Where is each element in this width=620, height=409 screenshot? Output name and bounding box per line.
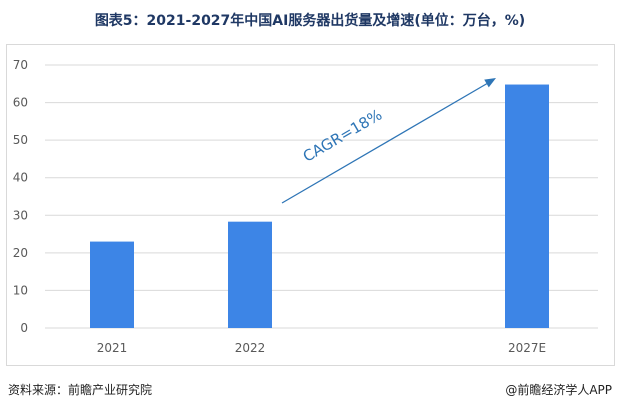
y-tick-label: 50 [13,133,28,147]
y-tick-label: 60 [13,96,28,110]
cagr-label: CAGR=18% [300,106,385,166]
cagr-arrow-line [281,82,489,204]
source-note: 资料来源：前瞻产业研究院 [8,383,153,397]
y-tick-label: 10 [13,283,28,297]
cagr-arrow-head [484,78,496,88]
x-tick-labels: 2021 2022 2027E [97,341,546,355]
credit-note: @前瞻经济学人APP [505,383,612,397]
chart-frame [6,44,615,366]
bars [90,84,549,328]
bar-2022 [228,221,272,328]
bar-2027E [505,84,549,328]
y-tick-label: 40 [13,171,28,185]
y-tick-label: 0 [20,321,28,335]
chart-title: 图表5：2021-2027年中国AI服务器出货量及增速(单位：万台，%) [94,13,526,29]
y-tick-label: 30 [13,208,28,222]
x-tick-label: 2027E [508,341,546,355]
y-tick-label: 20 [13,246,28,260]
x-tick-label: 2021 [97,341,128,355]
y-tick-label: 70 [13,58,28,72]
bar-2021 [90,241,134,328]
y-tick-labels: 0 10 20 30 40 50 60 70 [13,58,28,335]
x-tick-label: 2022 [235,341,266,355]
